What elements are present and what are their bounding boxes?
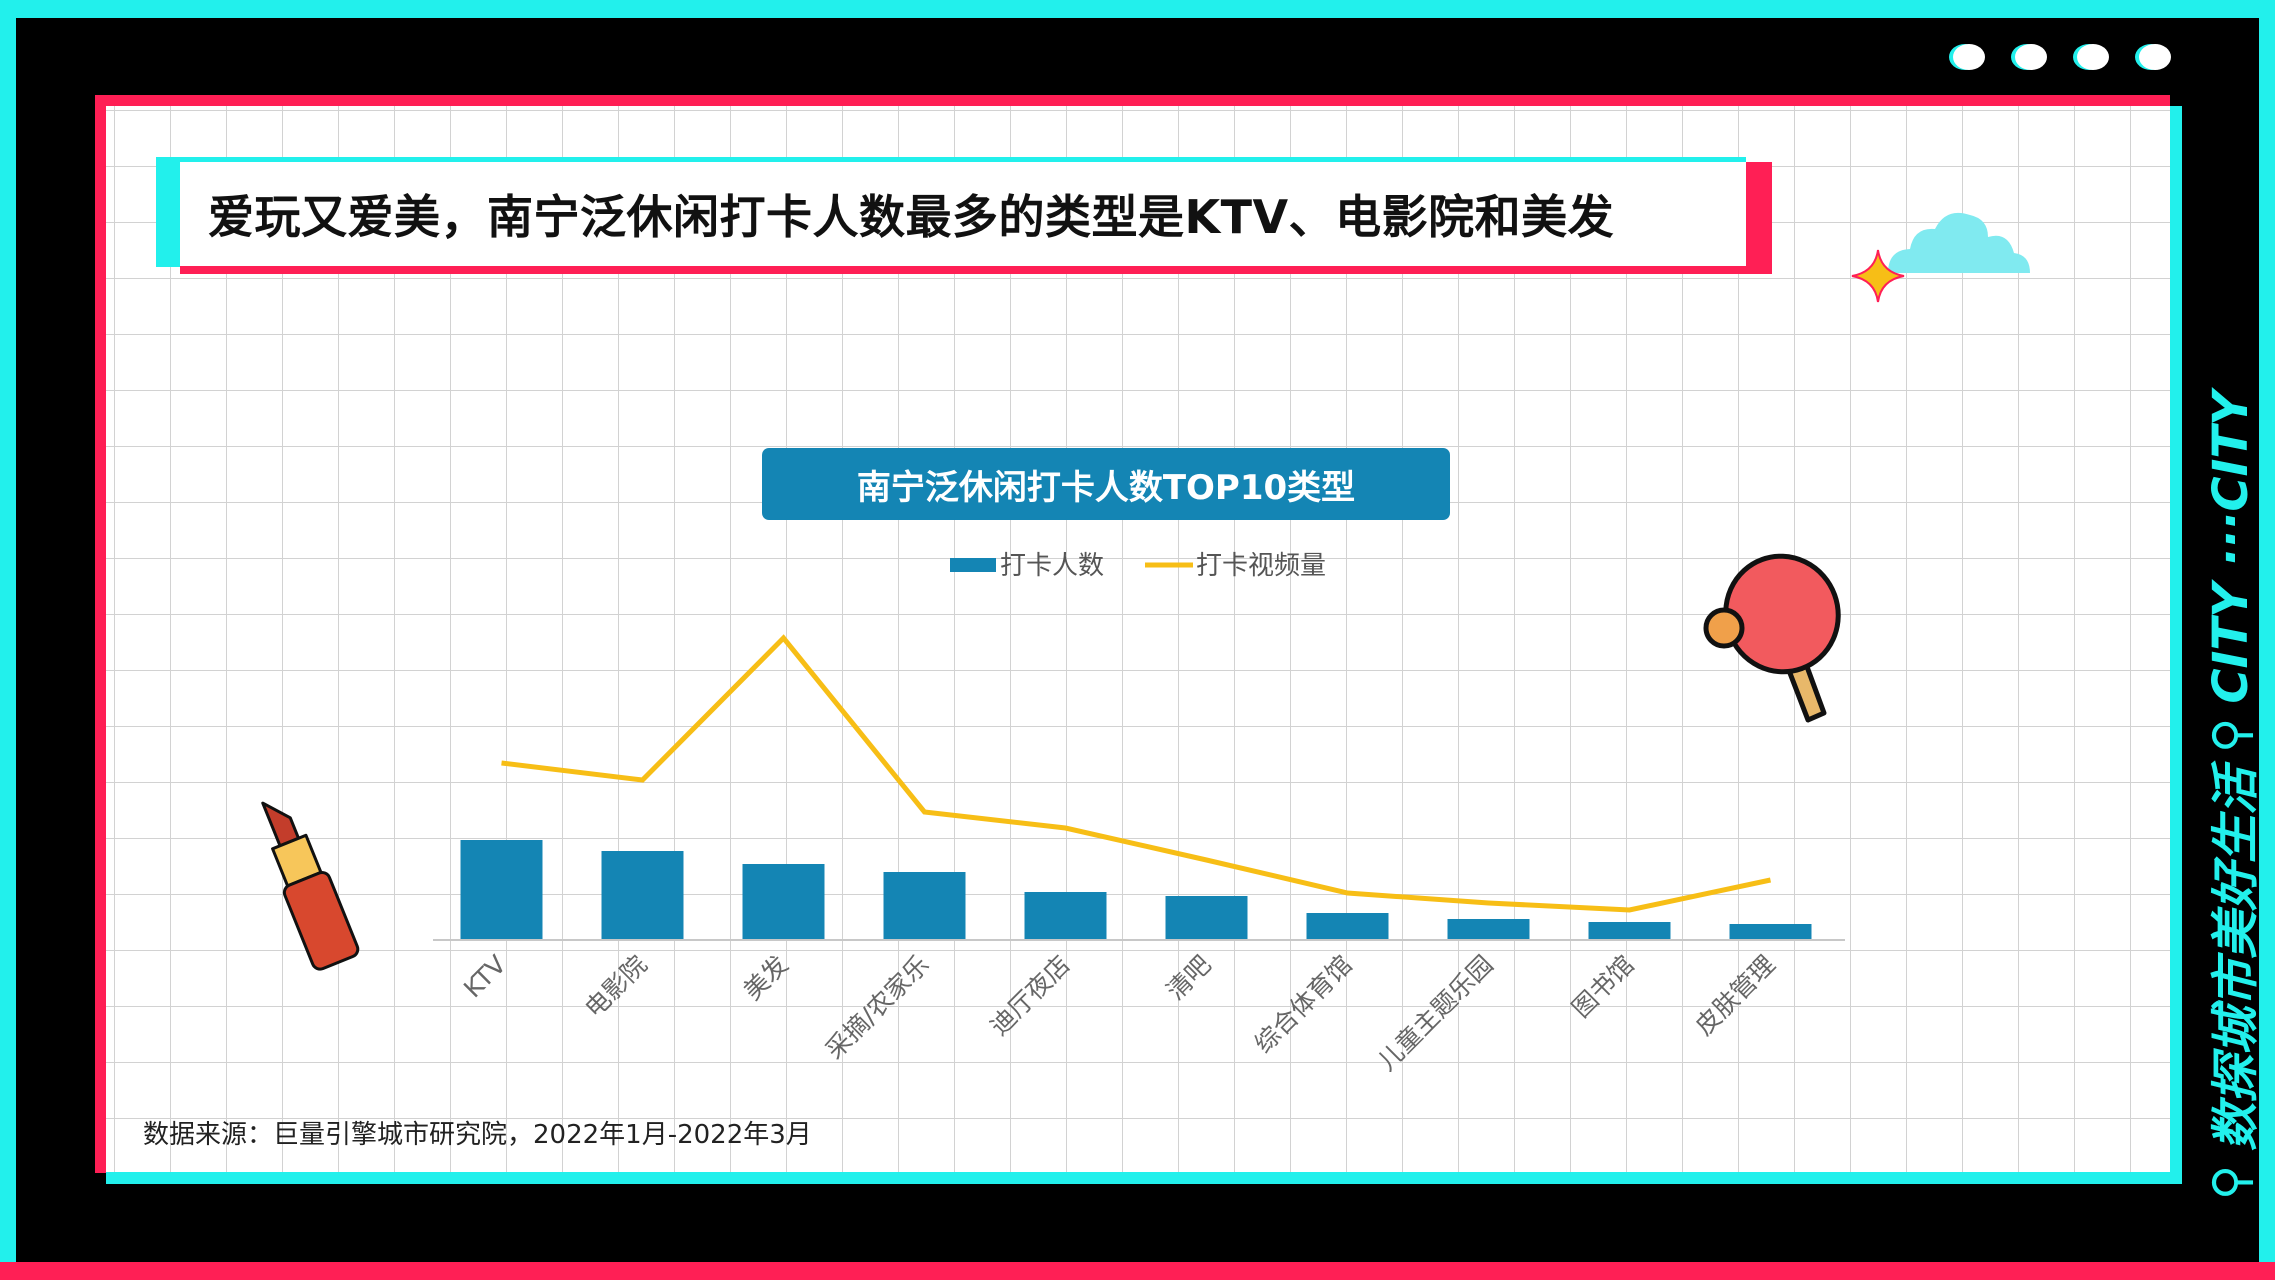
dot — [2077, 44, 2109, 70]
data-source: 数据来源：巨量引擎城市研究院，2022年1月-2022年3月 — [143, 1120, 812, 1150]
chart-title-box: 南宁泛休闲打卡人数TOP10类型 — [762, 448, 1450, 520]
legend-label-line: 打卡视频量 — [1196, 551, 1326, 581]
dot — [2139, 44, 2171, 70]
x-tick-label: 皮肤管理 — [1690, 950, 1781, 1041]
window-dots — [1953, 44, 2171, 70]
x-tick-label: 图书馆 — [1566, 950, 1640, 1024]
x-tick-label: 综合体育馆 — [1249, 950, 1358, 1059]
page-title: 爱玩又爱美，南宁泛休闲打卡人数最多的类型是KTV、电影院和美发 — [208, 190, 1615, 244]
bar-6 — [1306, 913, 1389, 940]
bar-1 — [601, 851, 684, 940]
x-tick-label: 采摘/农家乐 — [820, 950, 935, 1065]
legend: 打卡人数 打卡视频量 — [950, 551, 1326, 581]
bar-7 — [1447, 919, 1530, 940]
x-tick-label: KTV — [458, 950, 512, 1004]
bar-4 — [1024, 892, 1107, 940]
x-tick-label: 美发 — [738, 950, 794, 1006]
x-tick-label: 清吧 — [1161, 950, 1217, 1006]
legend-label-bar: 打卡人数 — [1000, 551, 1104, 581]
x-tick-label: 儿童主题乐园 — [1372, 950, 1499, 1077]
dot — [2015, 44, 2047, 70]
ping-pong-paddle-icon — [1703, 553, 1841, 723]
title-box: 爱玩又爱美，南宁泛休闲打卡人数最多的类型是KTV、电影院和美发 — [180, 162, 1746, 266]
legend-swatch-bar — [950, 558, 996, 572]
cloud-icon — [1888, 212, 2030, 273]
bar-5 — [1165, 896, 1248, 940]
chart-title: 南宁泛休闲打卡人数TOP10类型 — [856, 467, 1356, 508]
bar-9 — [1729, 924, 1812, 940]
frame-bottom — [0, 1262, 2275, 1280]
frame-left — [0, 0, 16, 1280]
frame-right — [2259, 0, 2275, 1280]
frame-top — [0, 0, 2275, 18]
lipstick-icon — [261, 801, 360, 971]
sparkle-icon — [1851, 249, 1905, 303]
x-tick-label: 电影院 — [579, 950, 653, 1024]
bar-3 — [883, 872, 966, 940]
bar-2 — [742, 864, 825, 940]
bar-8 — [1588, 922, 1671, 940]
series-line-videos — [501, 634, 1772, 913]
x-tick-label: 迪厅夜店 — [985, 950, 1076, 1041]
bar-0 — [460, 840, 543, 940]
dot — [1953, 44, 1985, 70]
